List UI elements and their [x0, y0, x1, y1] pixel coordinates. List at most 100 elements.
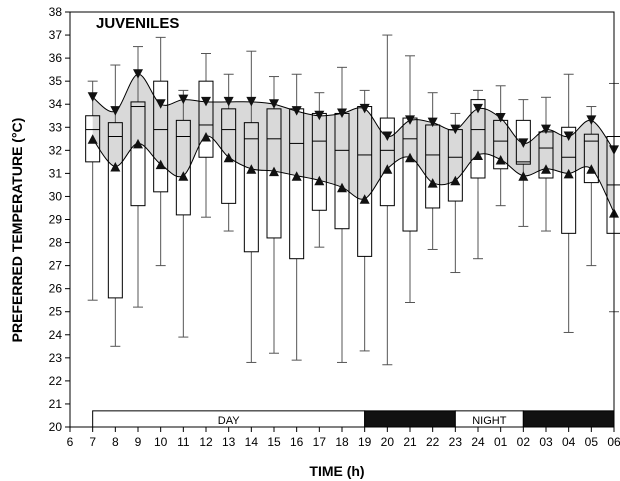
marker-down-17	[314, 110, 325, 121]
marker-down-7	[87, 92, 98, 102]
x-tick-label: 20	[381, 435, 395, 449]
y-tick-label: 30	[49, 189, 63, 203]
y-tick-label: 31	[49, 166, 63, 180]
marker-up-22	[427, 178, 438, 188]
x-axis-title: TIME (h)	[309, 463, 364, 479]
y-tick-label: 28	[49, 236, 63, 250]
y-tick-label: 37	[49, 28, 63, 42]
y-tick-label: 32	[49, 143, 63, 157]
box-20	[379, 34, 395, 366]
marker-down-15	[269, 99, 279, 109]
phase-label-night: NIGHT	[472, 415, 507, 427]
marker-up-14	[246, 164, 257, 174]
y-tick-label: 26	[49, 282, 63, 296]
x-tick-label: 16	[290, 435, 304, 449]
box-iqr	[85, 115, 101, 163]
box-10	[153, 36, 169, 267]
box-iqr	[583, 133, 599, 184]
y-tick-label: 21	[49, 397, 63, 411]
x-tick-label: 6	[67, 435, 74, 449]
marker-up-25	[495, 155, 506, 165]
phase-label-day: DAY	[218, 415, 240, 427]
marker-up-28	[563, 168, 574, 179]
box-iqr	[470, 99, 486, 179]
marker-down-18	[337, 108, 347, 118]
box-12	[198, 53, 214, 218]
y-axis-title: PREFERRED TEMPERATURE (°C)	[9, 118, 25, 343]
box-iqr	[153, 80, 169, 193]
marker-down-12	[201, 96, 211, 107]
box-28	[561, 73, 577, 333]
y-tick-label: 20	[49, 420, 63, 434]
x-tick-label: 10	[154, 435, 168, 449]
box-iqr	[221, 108, 237, 204]
marker-down-8	[110, 106, 121, 116]
box-iqr	[198, 80, 214, 158]
x-tick-label: 8	[112, 435, 119, 449]
box-iqr	[561, 126, 577, 234]
chart-title: JUVENILES	[96, 15, 179, 32]
marker-down-28	[563, 131, 574, 141]
axes: 20 21 22 23 24 25 26 27 28 29 30 31 32 33 34 35 36 37 38 6 7…	[49, 5, 620, 449]
x-tick-label: 19	[358, 435, 372, 449]
marker-down-25	[495, 113, 506, 123]
marker-up-17	[314, 175, 325, 186]
x-tick-label: 7	[89, 435, 96, 449]
marker-down-22	[427, 117, 438, 128]
marker-up-15	[269, 166, 279, 177]
x-tick-label: 22	[426, 435, 440, 449]
marker-up-26	[518, 171, 529, 181]
x-tick-label: 21	[403, 435, 417, 449]
marker-down-14	[246, 96, 257, 107]
marker-down-9	[133, 69, 143, 79]
box-series	[85, 34, 620, 366]
y-tick-label: 38	[49, 5, 63, 19]
box-11	[175, 89, 191, 338]
box-iqr	[243, 122, 259, 253]
y-tick-label: 25	[49, 305, 63, 319]
box-iqr	[266, 108, 282, 239]
x-tick-label: 03	[539, 435, 553, 449]
x-tick-label: 24	[471, 435, 485, 449]
marker-up-7	[87, 134, 98, 144]
x-tick-label: 12	[199, 435, 213, 449]
marker-down-20	[382, 131, 393, 141]
day-night-bar: DAY NIGHT	[92, 410, 615, 428]
box-iqr	[379, 117, 395, 207]
marker-up-24	[473, 150, 483, 160]
y-tick-label: 27	[49, 259, 63, 273]
x-tick-label: 02	[517, 435, 531, 449]
x-tick-label: 06	[607, 435, 620, 449]
y-tick-label: 33	[49, 120, 63, 134]
marker-up-27	[541, 164, 551, 174]
marker-down-16	[291, 106, 302, 116]
x-tick-label: 18	[335, 435, 349, 449]
marker-down-19	[359, 103, 370, 114]
marker-down-10	[155, 99, 166, 109]
x-tick-label: 13	[222, 435, 236, 449]
marker-up-8	[110, 161, 121, 172]
y-tick-label: 34	[49, 97, 63, 111]
x-tick-label: 9	[135, 435, 142, 449]
box-9	[130, 46, 146, 308]
marker-down-13	[223, 96, 234, 107]
marker-down-11	[178, 94, 189, 105]
marker-down-29	[586, 115, 597, 125]
marker-down-24	[473, 103, 483, 114]
box-21	[402, 55, 418, 303]
marker-up-11	[178, 171, 189, 181]
marker-up-20	[382, 164, 393, 174]
x-tick-label: 17	[313, 435, 327, 449]
phase-segment-3	[522, 410, 615, 428]
x-tick-label: 14	[245, 435, 259, 449]
box-14	[243, 50, 259, 363]
y-tick-label: 29	[49, 213, 63, 227]
marker-down-26	[518, 138, 529, 148]
box-iqr	[130, 101, 146, 207]
marker-up-16	[291, 171, 302, 181]
y-tick-label: 23	[49, 351, 63, 365]
y-tick-label: 24	[49, 328, 63, 342]
